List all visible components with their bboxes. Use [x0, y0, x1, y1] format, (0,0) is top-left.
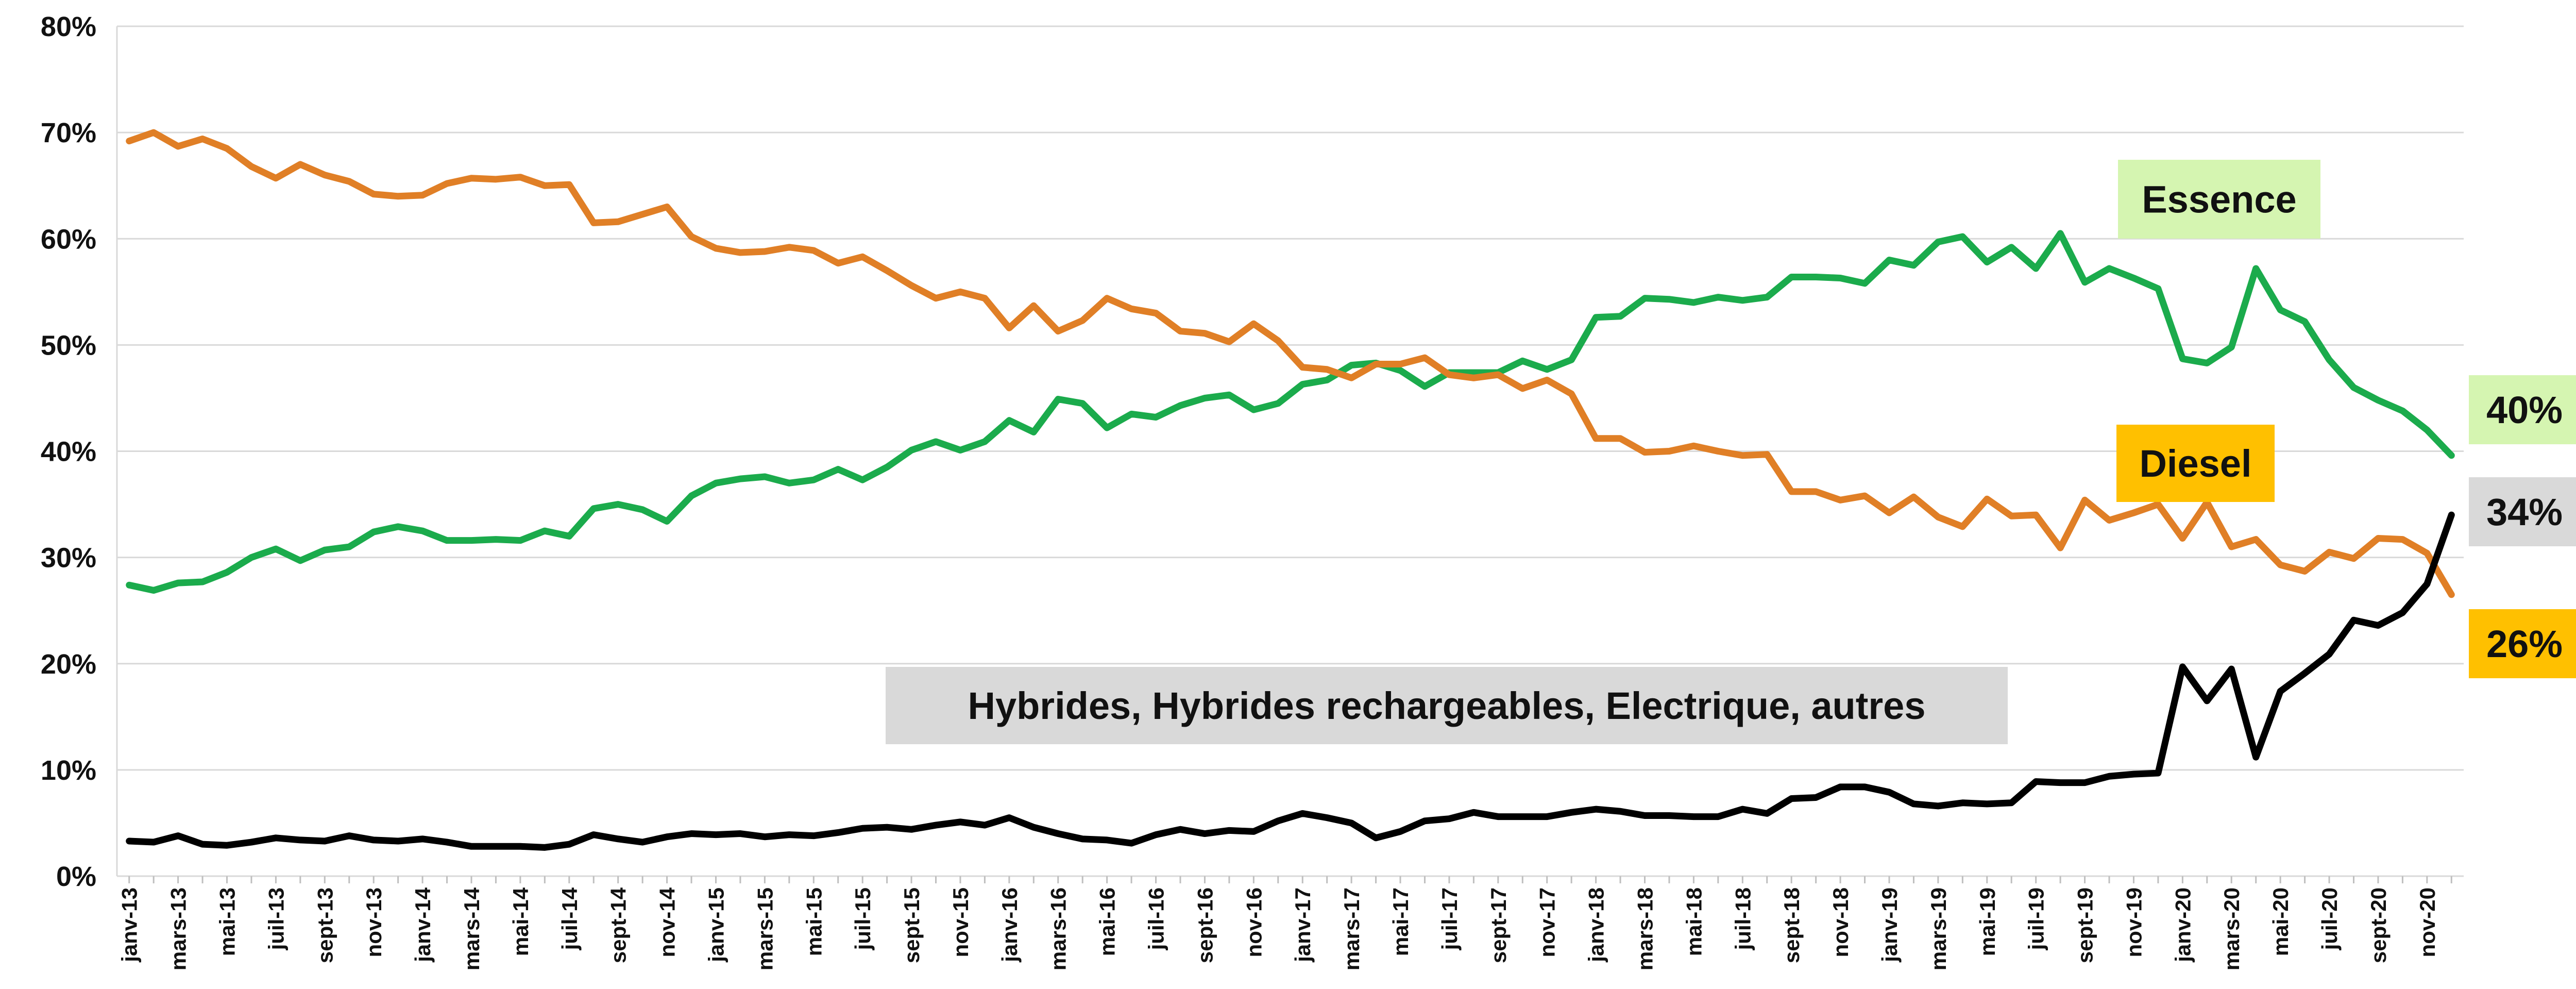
x-tick-label: sept-17: [1486, 887, 1511, 963]
x-tick-label: mai-15: [802, 887, 826, 956]
y-tick-label: 40%: [41, 437, 96, 467]
x-tick-label: sept-13: [313, 887, 337, 963]
x-tick-label: mars-18: [1633, 887, 1657, 970]
x-tick-label: mars-13: [166, 887, 191, 970]
series-line: [126, 511, 2455, 851]
end-label-box: [2469, 375, 2576, 444]
x-tick-label: juil-17: [1437, 887, 1462, 950]
x-tick-label: mai-13: [215, 887, 240, 956]
x-tick-label: mars-19: [1926, 887, 1951, 970]
x-tick-label: sept-20: [2366, 887, 2391, 963]
x-tick-label: sept-15: [900, 887, 924, 963]
end-label: 40%: [2486, 389, 2563, 431]
series-line: [126, 230, 2455, 594]
x-tick-label: sept-18: [1780, 887, 1804, 963]
y-tick-label: 10%: [41, 755, 96, 786]
x-tick-label: nov-20: [2415, 887, 2439, 957]
x-tick-label: mai-17: [1388, 887, 1413, 956]
x-tick-label: janv-19: [1877, 887, 1902, 963]
series-label: Diesel: [2139, 442, 2251, 485]
series-label: Hybrides, Hybrides rechargeables, Electr…: [968, 684, 1926, 727]
x-tick-label: mai-19: [1975, 887, 1999, 956]
end-label: 34%: [2486, 491, 2563, 533]
x-tick-label: nov-17: [1535, 887, 1560, 957]
x-tick-label: nov-16: [1242, 887, 1266, 957]
x-tick-label: mai-16: [1095, 887, 1120, 956]
x-tick-label: janv-20: [2171, 887, 2195, 963]
x-tick-label: juil-16: [1144, 887, 1168, 950]
x-tick-label: mai-14: [509, 887, 533, 956]
y-tick-label: 60%: [41, 224, 96, 255]
x-tick-label: mai-18: [1682, 887, 1706, 956]
x-tick-label: janv-13: [117, 887, 142, 963]
y-tick-label: 0%: [56, 861, 96, 892]
x-tick-label: nov-19: [2122, 887, 2146, 957]
x-tick-label: nov-18: [1828, 887, 1853, 957]
y-tick-label: 80%: [41, 11, 96, 42]
series-label-box: [2118, 160, 2320, 239]
x-tick-label: juil-13: [264, 887, 288, 950]
x-tick-label: juil-15: [851, 887, 875, 950]
end-label-box: [2469, 609, 2576, 678]
x-tick-label: juil-19: [2024, 887, 2048, 950]
x-tick-label: mars-15: [753, 887, 777, 970]
x-tick-label: janv-17: [1291, 887, 1315, 963]
series-label-box: [2116, 425, 2275, 502]
series-label: Essence: [2142, 178, 2296, 221]
x-tick-label: nov-13: [362, 887, 386, 957]
x-tick-label: mars-17: [1340, 887, 1364, 970]
x-tick-label: mars-16: [1046, 887, 1071, 970]
series-label-box: [886, 667, 2008, 744]
x-tick-label: sept-16: [1193, 887, 1217, 963]
x-tick-label: sept-19: [2073, 887, 2097, 963]
y-tick-label: 50%: [41, 330, 96, 361]
x-tick-label: janv-14: [411, 887, 435, 962]
end-label-box: [2469, 477, 2576, 546]
x-tick-label: mai-20: [2268, 887, 2293, 956]
x-tick-label: juil-14: [557, 887, 582, 950]
x-tick-label: janv-16: [997, 887, 1022, 963]
x-tick-label: nov-15: [948, 887, 973, 957]
y-tick-label: 20%: [41, 649, 96, 680]
series-line: [126, 129, 2455, 598]
end-label: 26%: [2486, 623, 2563, 665]
x-tick-label: nov-14: [655, 887, 680, 957]
x-tick-label: mars-14: [460, 887, 484, 970]
x-tick-label: mars-20: [2219, 887, 2244, 970]
y-tick-label: 30%: [41, 543, 96, 574]
x-tick-label: juil-18: [1731, 887, 1755, 950]
x-tick-label: sept-14: [606, 887, 631, 963]
y-tick-label: 70%: [41, 118, 96, 148]
x-tick-label: janv-15: [704, 887, 728, 963]
x-tick-label: juil-20: [2317, 887, 2342, 950]
x-tick-label: janv-18: [1584, 887, 1608, 963]
